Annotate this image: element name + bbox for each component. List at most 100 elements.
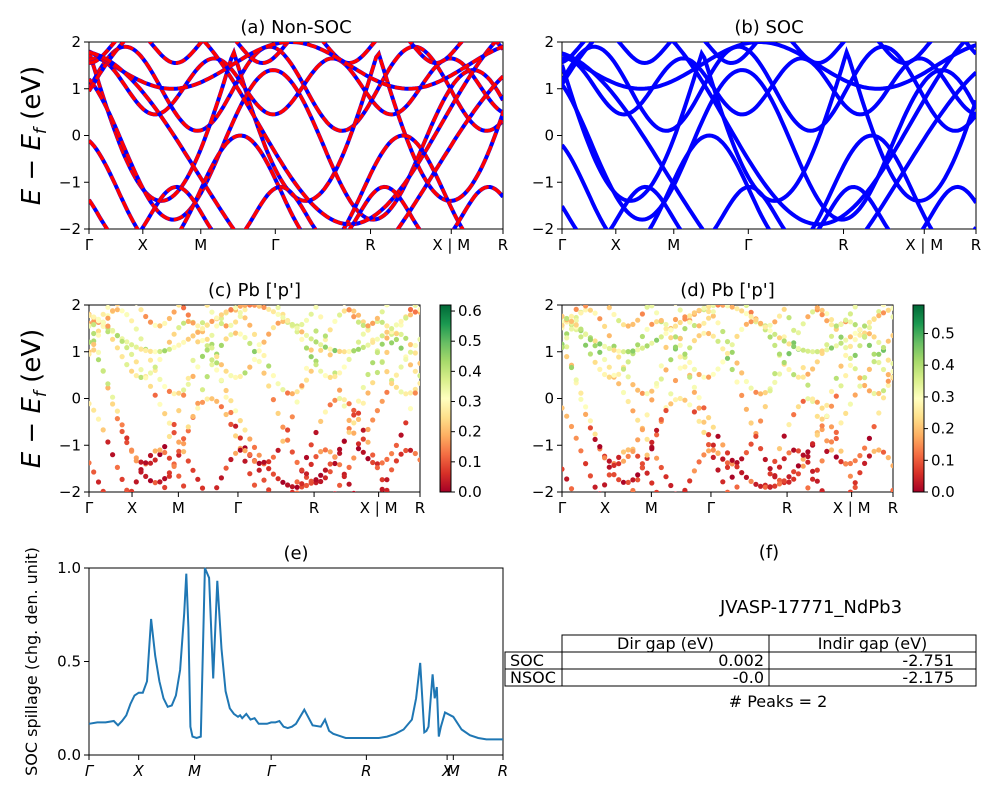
scatter-point (89, 339, 92, 345)
scatter-point (133, 479, 139, 485)
scatter-point (228, 398, 234, 404)
scatter-point (327, 402, 333, 408)
panel-title: (f) (759, 542, 779, 563)
x-tick-label: X (600, 499, 610, 517)
x-tick-label: R (365, 236, 375, 254)
band-line-red (89, 44, 503, 133)
scatter-point (110, 394, 116, 400)
scatter-point (176, 342, 182, 348)
scatter-point (237, 313, 243, 319)
scatter-point (871, 334, 877, 340)
scatter-point (720, 328, 726, 335)
scatter-point (190, 320, 196, 326)
scatter-point (767, 334, 773, 340)
scatter-point (852, 484, 858, 490)
scatter-point (176, 473, 182, 479)
scatter-point (583, 461, 589, 467)
scatter-point (734, 333, 740, 339)
scatter-point (318, 368, 324, 374)
scatter-point (327, 461, 333, 467)
scatter-point (270, 373, 276, 379)
scatter-point (209, 362, 215, 368)
scatter-point (308, 461, 314, 467)
scatter-point (625, 447, 631, 453)
scatter-point (611, 372, 617, 378)
scatter-point (124, 439, 130, 446)
x-tick-label: X (127, 499, 137, 517)
scatter-point (318, 314, 324, 320)
scatter-point (871, 390, 877, 397)
scatter-point (616, 318, 622, 324)
scatter-point (384, 487, 390, 492)
scatter-point (233, 374, 239, 380)
scatter-point (592, 436, 598, 442)
scatter-point (152, 457, 158, 463)
scatter-point (880, 310, 887, 316)
scatter-point (124, 345, 130, 351)
scatter-point (351, 430, 357, 436)
spillage-line (88, 567, 503, 741)
scatter-point (701, 405, 707, 411)
scatter-point (285, 482, 291, 488)
scatter-point (602, 455, 608, 461)
scatter-point (318, 449, 324, 455)
scatter-point (162, 383, 168, 390)
scatter-point (649, 305, 655, 309)
panel-title: (e) (283, 543, 308, 564)
scatter-point (186, 492, 191, 497)
scatter-point (630, 487, 636, 492)
scatter-point (360, 344, 366, 350)
scatter-point (351, 407, 357, 413)
scatter-point (696, 459, 702, 465)
scatter-point (649, 340, 655, 346)
scatter-point (866, 435, 873, 441)
scatter-point (592, 431, 598, 437)
scatter-point (762, 324, 768, 330)
scatter-point (767, 328, 773, 334)
bands (562, 42, 976, 229)
x-tick-label: R (782, 499, 792, 517)
scatter-point (838, 448, 844, 454)
scatter-point (355, 441, 362, 447)
scatter-point (838, 334, 844, 340)
scatter-point (587, 418, 594, 424)
scatter-point (620, 389, 627, 396)
scatter-point (720, 346, 726, 352)
scatter-point (611, 343, 617, 349)
scatter-point (857, 375, 863, 381)
scatter-point (805, 371, 811, 377)
scatter-point (564, 413, 570, 419)
scatter-point (313, 328, 319, 334)
colorbar-tick-label: 0.6 (458, 302, 482, 320)
scatter-point (649, 446, 655, 452)
scatter-point (871, 359, 877, 365)
scatter-point (762, 390, 768, 396)
scatter-point (890, 360, 893, 367)
x-tick-label: X (133, 762, 145, 780)
scatter-point (781, 338, 787, 344)
x-tick-label: R (498, 762, 508, 780)
scatter-point (124, 312, 130, 318)
scatter-point (114, 464, 120, 470)
x-tick-label: X (138, 236, 148, 254)
scatter-point (729, 349, 735, 355)
scatter-point (639, 345, 646, 351)
scatter-point (724, 350, 731, 357)
scatter-point (833, 375, 839, 381)
scatter-point (843, 337, 849, 343)
x-tick-label: Γ (267, 762, 277, 780)
scatter-point (876, 309, 882, 315)
scatter-point (616, 477, 622, 483)
scatter-point (568, 423, 575, 430)
scatter-point (781, 478, 787, 484)
scatter-point (625, 479, 631, 485)
scatter-point (294, 484, 300, 490)
scatter-point (857, 383, 863, 389)
scatter-point (587, 473, 594, 479)
scatter-point (100, 311, 106, 317)
scatter-point (95, 357, 102, 363)
scatter-point (611, 311, 617, 318)
scatter-point (654, 427, 660, 433)
panel-d: (d) Pb ['p']210−1−2Γ X M Γ R X | M R0.50.40.30… (532, 280, 955, 517)
scatter-point (294, 329, 300, 335)
